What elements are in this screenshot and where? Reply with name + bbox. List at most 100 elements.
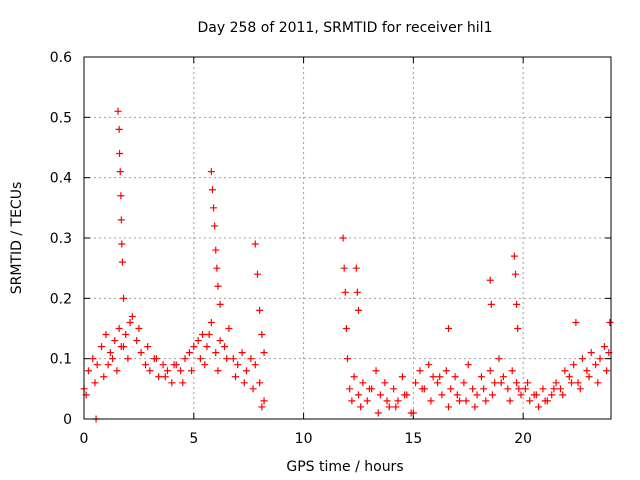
data-point [117, 216, 125, 224]
data-point [541, 397, 549, 405]
data-point [539, 385, 547, 393]
data-point [89, 355, 97, 363]
data-point [487, 300, 495, 308]
data-point [453, 391, 461, 399]
data-point [363, 397, 371, 405]
data-point [471, 403, 479, 411]
data-point [152, 355, 160, 363]
y-tick-label: 0.1 [50, 352, 72, 368]
data-point [429, 373, 437, 381]
y-axis-label: SRMTID / TECUs [9, 182, 25, 295]
data-point [213, 264, 221, 272]
axis-ticks: 0 5 10 15 20 0 0.1 0.2 0.3 0.4 0.5 0.6 [50, 50, 611, 447]
data-point [341, 288, 349, 296]
data-point [350, 373, 358, 381]
data-point [354, 306, 362, 314]
data-point [207, 168, 215, 176]
data-point [587, 349, 595, 357]
data-point [401, 391, 409, 399]
data-point [114, 107, 122, 115]
data-point [561, 367, 569, 375]
data-point [488, 391, 496, 399]
data-point [550, 385, 558, 393]
data-point [135, 325, 143, 332]
data-point [451, 373, 459, 381]
data-point [592, 361, 600, 369]
data-point [177, 367, 185, 375]
data-point [383, 397, 391, 405]
data-point [258, 403, 266, 411]
data-point [210, 204, 218, 212]
data-point [133, 337, 141, 345]
data-point [499, 373, 507, 381]
data-point [221, 343, 229, 351]
data-point [260, 397, 268, 405]
data-point [249, 385, 257, 393]
data-point [98, 343, 106, 351]
data-point [394, 397, 402, 405]
data-point [514, 325, 522, 332]
data-point [238, 349, 246, 357]
data-point [100, 373, 108, 381]
data-point [258, 331, 266, 339]
data-point [188, 367, 196, 375]
data-point [354, 391, 362, 399]
data-point [409, 409, 417, 417]
data-point [106, 349, 114, 357]
data-point [163, 367, 171, 375]
data-point [161, 373, 169, 381]
data-point [342, 325, 350, 332]
data-point [104, 361, 112, 369]
data-point [352, 264, 360, 272]
plot-frame [83, 56, 612, 420]
data-point [434, 379, 442, 387]
data-point [504, 385, 512, 393]
y-tick-label: 0.4 [50, 171, 72, 187]
data-point [482, 397, 490, 405]
data-point [115, 125, 123, 133]
y-tick-label: 0.6 [50, 50, 72, 66]
data-point [216, 300, 224, 308]
data-point [583, 367, 591, 375]
data-point [120, 294, 128, 302]
data-point [359, 379, 367, 387]
data-point [416, 367, 424, 375]
data-point [480, 385, 488, 393]
data-point [559, 391, 567, 399]
data-point [567, 379, 575, 387]
y-tick-label: 0.3 [50, 231, 72, 247]
data-point [111, 337, 119, 345]
data-point [141, 361, 149, 369]
data-point [340, 264, 348, 272]
data-point [116, 168, 124, 176]
data-point [190, 343, 198, 351]
data-point [372, 367, 380, 375]
data-point [606, 318, 614, 326]
y-tick-label: 0.5 [50, 110, 72, 126]
data-point [117, 192, 125, 200]
data-point [256, 306, 264, 314]
data-point [199, 331, 207, 339]
x-axis-label: GPS time / hours [286, 459, 403, 475]
y-tick-label: 0 [63, 412, 72, 428]
data-point [126, 318, 134, 326]
data-point [506, 397, 514, 405]
data-point [339, 234, 347, 242]
data-point [93, 361, 101, 369]
data-point [570, 361, 578, 369]
data-point [256, 379, 264, 387]
x-tick-label: 20 [514, 431, 532, 447]
data-point [513, 379, 521, 387]
data-point [521, 385, 529, 393]
data-point [181, 355, 189, 363]
data-point [596, 355, 604, 363]
data-point [603, 367, 611, 375]
data-point [357, 403, 365, 411]
data-point [517, 391, 525, 399]
grid-lines [84, 57, 611, 419]
data-point [524, 379, 532, 387]
data-point [376, 391, 384, 399]
data-point [185, 349, 193, 357]
data-point [600, 343, 608, 351]
